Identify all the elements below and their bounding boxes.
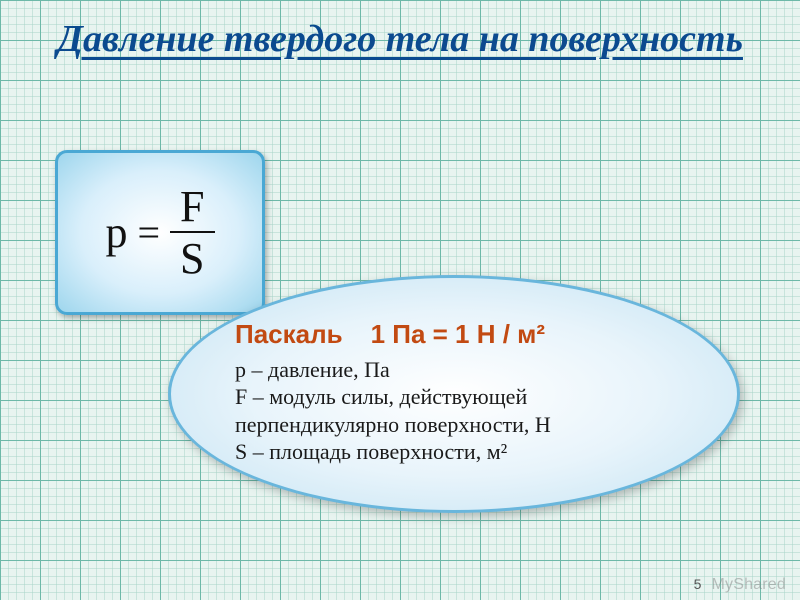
equals-sign: =	[137, 209, 160, 256]
page-number: 5	[694, 576, 702, 592]
definition-p: p – давление, Па	[235, 356, 673, 384]
definition-S: S – площадь поверхности, м²	[235, 438, 673, 466]
pascal-label: Паскаль	[235, 319, 343, 349]
formula-lhs: p	[105, 207, 127, 258]
pascal-unit-line: Паскаль 1 Па = 1 Н / м²	[235, 319, 673, 350]
variable-definitions: p – давление, Па F – модуль силы, действ…	[235, 356, 673, 466]
pressure-formula: p = F S	[105, 185, 214, 281]
page-title: Давление твердого тела на поверхность	[0, 0, 800, 72]
definition-ellipse: Паскаль 1 Па = 1 Н / м² p – давление, Па …	[168, 275, 740, 513]
definition-ellipse-wrap: Паскаль 1 Па = 1 Н / м² p – давление, Па …	[168, 275, 740, 513]
watermark: MyShared	[711, 576, 786, 594]
pascal-equation: 1 Па = 1 Н / м²	[371, 319, 545, 349]
footer: 5 MyShared	[694, 576, 786, 594]
fraction-numerator: F	[170, 185, 214, 231]
definition-F: F – модуль силы, действующей перпендикул…	[235, 383, 673, 438]
fraction: F S	[170, 185, 214, 281]
fraction-denominator: S	[170, 233, 214, 281]
